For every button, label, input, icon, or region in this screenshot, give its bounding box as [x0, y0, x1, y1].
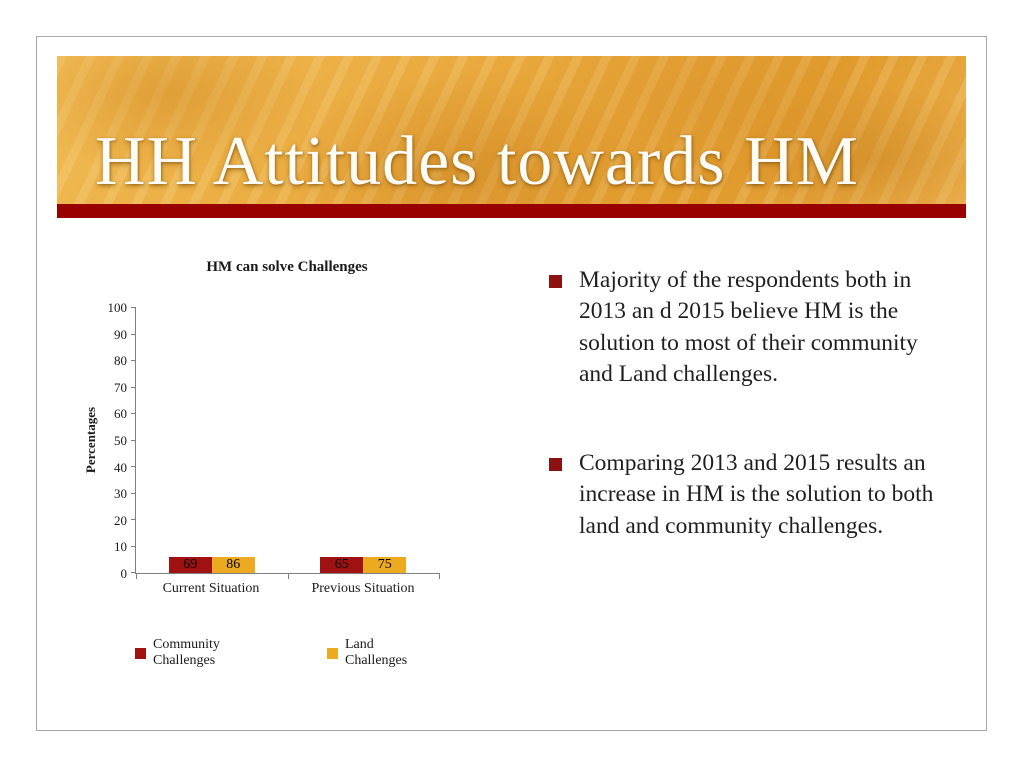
y-tick-mark	[131, 572, 136, 573]
chart-body: Percentages 0 10 20 30 40 50 60 70 80 90 100 69 86 6…	[77, 300, 440, 581]
y-tick-label: 80	[114, 353, 127, 369]
y-tick-mark	[131, 386, 136, 388]
slide: HH Attitudes towards HM HM can solve Cha…	[36, 36, 987, 731]
bar-value-label: 86	[226, 557, 241, 572]
bar: 65	[320, 557, 364, 573]
y-axis-label-wrap: Percentages	[77, 308, 99, 574]
y-tick-label: 100	[107, 300, 128, 315]
x-axis-labels: Current Situation Previous Situation	[135, 574, 439, 597]
y-tick-label: 50	[114, 433, 127, 448]
y-tick-label: 70	[114, 379, 127, 395]
bar-chart: HM can solve Challenges Percentages 0 10 2…	[77, 259, 440, 669]
y-tick-mark	[131, 519, 136, 520]
legend-item: Land Challenges	[326, 637, 439, 669]
bullet-list: Majority of the respondents both in 2013…	[549, 265, 957, 542]
bullet-square-icon	[549, 458, 562, 471]
y-tick-mark	[131, 545, 136, 547]
chart-title: HM can solve Challenges	[206, 259, 368, 275]
x-tick-mark	[439, 573, 440, 579]
x-axis-category-label: Previous Situation	[311, 581, 415, 596]
legend-swatch-icon	[135, 647, 146, 659]
x-tick-mark	[287, 573, 289, 579]
y-axis-label: Percentages	[83, 406, 98, 474]
y-tick-mark	[131, 333, 136, 335]
bullet-square-icon	[549, 275, 562, 288]
y-tick-label: 60	[114, 406, 127, 422]
x-tick-mark	[136, 573, 137, 579]
plot-area: 69 86 65 75	[131, 307, 440, 579]
title-divider-rule	[57, 204, 966, 218]
bar: 69	[168, 557, 212, 573]
y-tick-mark	[131, 492, 136, 494]
bar-value-label: 69	[183, 557, 198, 572]
y-tick-label: 30	[114, 486, 127, 502]
y-tick-label: 20	[114, 512, 127, 528]
title-banner: HH Attitudes towards HM	[57, 56, 966, 204]
bar-value-label: 75	[377, 557, 392, 572]
y-tick-label: 90	[114, 326, 127, 342]
bar: 86	[211, 557, 255, 573]
legend-item: Community Challenges	[135, 637, 285, 669]
bar-groups: 69 86 65 75	[136, 308, 439, 573]
bullet-item: Comparing 2013 and 2015 results an incre…	[549, 448, 957, 542]
legend-label: Community Challenges	[153, 637, 220, 668]
y-axis-ticks: 0 10 20 30 40 50 60 70 80 90 100	[99, 300, 135, 581]
bar-value-label: 65	[334, 557, 349, 572]
x-axis-category-label: Current Situation	[162, 581, 260, 596]
bar-group: 69 86	[136, 557, 288, 573]
slide-title: HH Attitudes towards HM	[95, 122, 859, 200]
y-tick-mark	[131, 439, 136, 441]
bullet-text: Comparing 2013 and 2015 results an incre…	[579, 450, 934, 539]
bar: 75	[363, 557, 407, 573]
y-tick-label: 10	[114, 539, 127, 555]
legend-label: Land Challenges	[344, 637, 408, 668]
y-tick-label: 40	[114, 459, 127, 475]
chart-legend: Community Challenges Land Challenges	[135, 637, 439, 669]
y-tick-label: 0	[120, 566, 128, 581]
bullet-text: Majority of the respondents both in 2013…	[579, 267, 918, 387]
y-tick-mark	[131, 466, 136, 467]
y-tick-mark	[131, 360, 136, 361]
bar-group: 65 75	[288, 557, 440, 573]
legend-swatch-icon	[326, 647, 338, 659]
y-tick-mark	[131, 307, 136, 308]
y-tick-mark	[131, 413, 136, 414]
bullet-item: Majority of the respondents both in 2013…	[549, 265, 957, 390]
